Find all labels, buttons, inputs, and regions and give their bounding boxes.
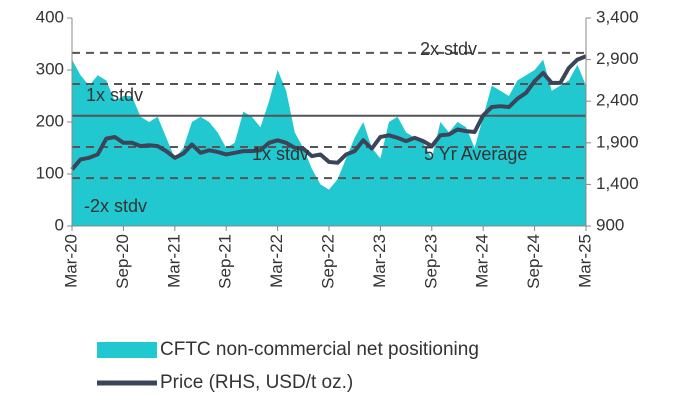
y-tick-label: 100 [36,163,64,182]
y-tick-label: 300 [36,59,64,78]
x-tick-label: Sep-20 [113,234,132,289]
x-tick-label: Mar-24 [473,234,492,288]
x-tick-label: Mar-21 [164,234,183,288]
y2-tick-label: 900 [596,215,624,234]
x-tick-label: Sep-22 [318,234,337,289]
y-tick-label: 200 [36,111,64,130]
y-tick-label: 0 [55,215,64,234]
legend-label: Price (RHS, USD/t oz.) [160,372,353,393]
reference-label: -2x stdv [84,196,147,216]
y2-tick-label: 2,900 [596,49,639,68]
y2-tick-label: 1,900 [596,132,639,151]
legend-swatch [97,342,157,358]
reference-label: 1x stdv [86,85,143,105]
y2-tick-label: 1,400 [596,174,639,193]
x-tick-label: Sep-24 [524,234,543,289]
x-tick-label: Sep-23 [421,234,440,289]
y2-tick-label: 3,400 [596,7,639,26]
reference-label: 5 Yr Average [424,144,527,164]
area [72,59,586,226]
y-tick-label: 400 [36,7,64,26]
reference-label: 2x stdv [420,39,477,59]
line [70,54,587,171]
x-tick-label: Mar-23 [370,234,389,288]
x-tick-label: Mar-20 [61,234,80,288]
x-tick-label: Sep-21 [216,234,235,289]
reference-label: 1x stdv [252,144,309,164]
legend-label: CFTC non-commercial net positioning [160,339,479,360]
y2-tick-label: 2,400 [596,91,639,110]
x-tick-label: Mar-25 [575,234,594,288]
x-tick-label: Mar-22 [267,234,286,288]
